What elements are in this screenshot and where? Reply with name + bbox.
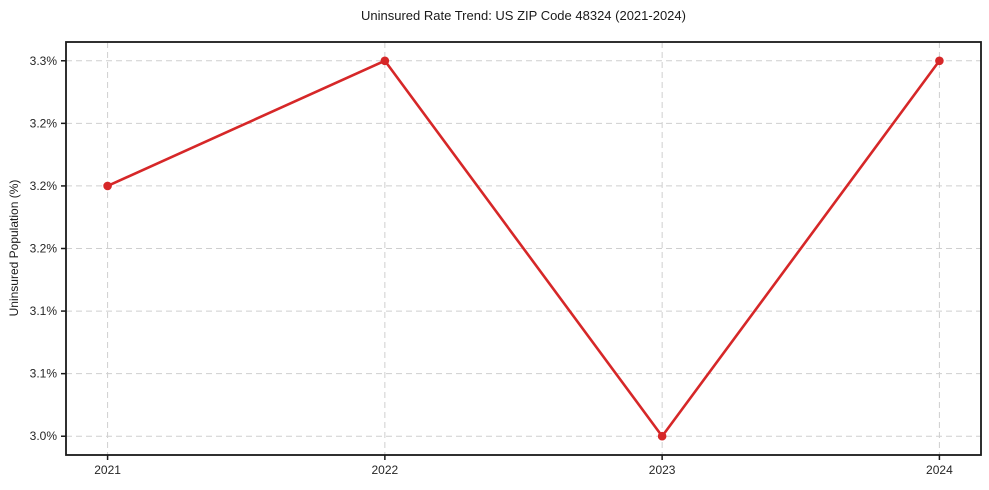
y-tick-label: 3.2% [30,242,58,256]
y-tick-label: 3.2% [30,179,58,193]
x-tick-label: 2021 [94,463,121,477]
y-tick-label: 3.2% [30,116,58,130]
data-point-marker [935,56,944,66]
y-tick-label: 3.0% [30,429,58,443]
data-point-marker [657,431,667,441]
y-tick-label: 3.3% [30,54,58,68]
x-tick-label: 2022 [372,463,399,477]
chart-title: Uninsured Rate Trend: US ZIP Code 48324 … [361,8,686,23]
x-tick-label: 2023 [649,463,676,477]
data-point-marker [380,56,390,66]
y-tick-label: 3.1% [30,367,58,381]
x-tick-label: 2024 [926,463,953,477]
trend-line [106,59,941,438]
y-tick-label: 3.1% [30,304,58,318]
data-point-marker [103,181,112,191]
